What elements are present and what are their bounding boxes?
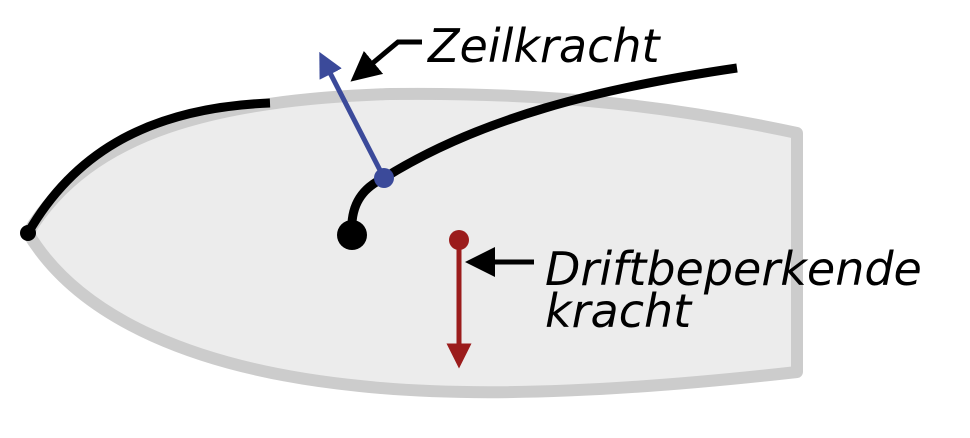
main-sail — [347, 63, 738, 235]
lateral-force-label-line1: Driftbeperkende — [545, 242, 922, 296]
jib-tack-point — [20, 225, 36, 241]
jib-sail — [24, 98, 271, 236]
lateral-force-origin — [449, 230, 469, 250]
sail-force-origin — [374, 168, 394, 188]
sail-force-label: Zeilkracht — [426, 19, 662, 73]
mast-point — [337, 220, 367, 250]
lateral-force-label-line2: kracht — [545, 284, 693, 338]
sail-force-pointer — [350, 39, 422, 82]
sail-force-arrow — [319, 51, 387, 180]
